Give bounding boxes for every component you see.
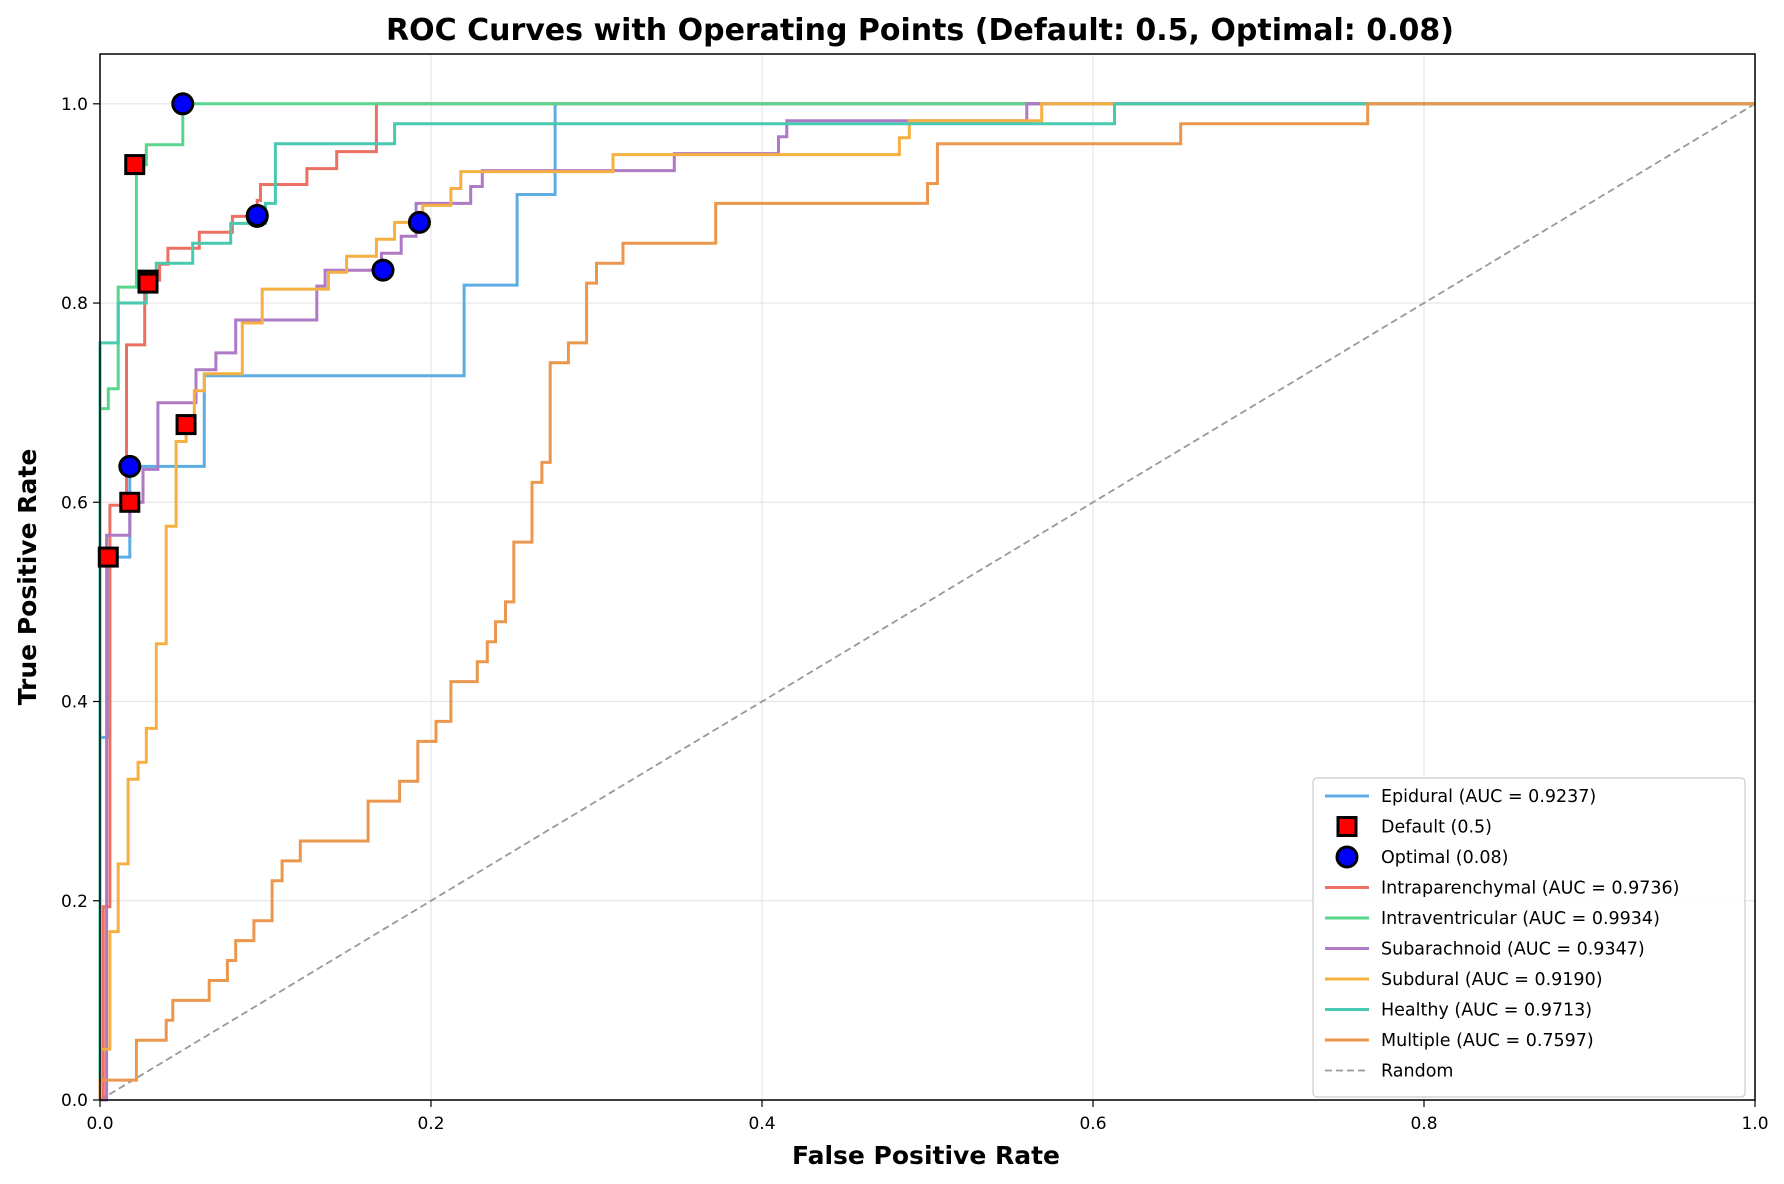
- optimal-operating-point: [407, 210, 431, 234]
- legend-item-healthy: Healthy (AUC = 0.9713): [1325, 1001, 1592, 1021]
- plot-frame: [99, 53, 1756, 1101]
- legend-label: Intraventricular (AUC = 0.9934): [1381, 909, 1660, 929]
- legend-item-random: Random: [1325, 1062, 1453, 1082]
- x-axis-label: False Positive Rate: [792, 1141, 1060, 1170]
- legend-label: Intraparenchymal (AUC = 0.9736): [1381, 879, 1679, 899]
- series-line-multiple: [98, 102, 1755, 1100]
- chart-title: ROC Curves with Operating Points (Defaul…: [386, 13, 1454, 48]
- legend-item-subarachnoid: Subarachnoid (AUC = 0.9347): [1325, 940, 1645, 960]
- y-tick-label: 0.8: [61, 294, 88, 314]
- series-line-subdural: [98, 102, 1755, 1100]
- legend-label: Subdural (AUC = 0.9190): [1381, 970, 1603, 990]
- y-tick-label: 0.2: [61, 892, 88, 912]
- legend-item-subdural: Subdural (AUC = 0.9190): [1325, 970, 1603, 990]
- optimal-operating-point: [245, 203, 269, 227]
- legend-label: Subarachnoid (AUC = 0.9347): [1381, 940, 1645, 960]
- y-tick-label: 0.0: [61, 1091, 88, 1111]
- legend-label: Default (0.5): [1381, 818, 1492, 838]
- optimal-operating-point: [371, 258, 395, 282]
- legend-item-default: Default (0.5): [1336, 816, 1492, 838]
- series-line-intraparenchymal: [100, 102, 1755, 1102]
- x-tick-label: 0.6: [1079, 1114, 1106, 1134]
- legend-item-intraparenchymal: Intraparenchymal (AUC = 0.9736): [1325, 879, 1679, 899]
- legend-label: Healthy (AUC = 0.9713): [1381, 1001, 1592, 1021]
- legend-swatch: [1335, 845, 1359, 869]
- legend-item-optimal: Optimal (0.08): [1335, 845, 1508, 869]
- legend-label: Epidural (AUC = 0.9237): [1381, 787, 1596, 807]
- legend-item-epidural: Epidural (AUC = 0.9237): [1325, 787, 1596, 807]
- y-tick-label: 0.6: [61, 493, 88, 513]
- default-operating-point: [119, 491, 141, 513]
- legend-item-intraventricular: Intraventricular (AUC = 0.9934): [1325, 909, 1660, 929]
- series-layer: [98, 102, 1756, 1102]
- default-operating-point: [124, 154, 146, 176]
- legend-label: Multiple (AUC = 0.7597): [1381, 1031, 1594, 1051]
- default-operating-point: [175, 414, 197, 436]
- x-tick-label: 0.8: [1410, 1114, 1437, 1134]
- y-tick-label: 1.0: [61, 95, 88, 115]
- axis-ticks: 0.0 0.2 0.4 0.6 0.8 1.0 0.0 0.2 0.4 0.6 0.8 1.0: [61, 95, 1769, 1134]
- y-axis-label: True Positive Rate: [13, 449, 42, 706]
- x-tick-label: 0.0: [86, 1114, 113, 1134]
- legend-box: [1312, 777, 1746, 1098]
- x-tick-label: 0.4: [748, 1114, 775, 1134]
- operating-points-layer: [97, 92, 431, 568]
- legend: Epidural (AUC = 0.9237) Default (0.5) Opti…: [1312, 777, 1746, 1098]
- default-operating-point: [137, 272, 159, 294]
- default-operating-point: [97, 546, 119, 568]
- x-tick-label: 0.2: [417, 1114, 444, 1134]
- legend-label: Random: [1381, 1062, 1453, 1082]
- series-line-healthy: [98, 102, 1755, 1100]
- legend-label: Optimal (0.08): [1381, 848, 1508, 868]
- optimal-operating-point: [118, 454, 142, 478]
- y-tick-label: 0.4: [61, 693, 88, 713]
- x-tick-label: 1.0: [1741, 1114, 1768, 1134]
- optimal-operating-point: [171, 92, 195, 116]
- legend-swatch: [1336, 816, 1358, 837]
- series-line-intraventricular: [98, 102, 1755, 1100]
- random-line: [99, 103, 1756, 1101]
- legend-item-multiple: Multiple (AUC = 0.7597): [1325, 1031, 1594, 1051]
